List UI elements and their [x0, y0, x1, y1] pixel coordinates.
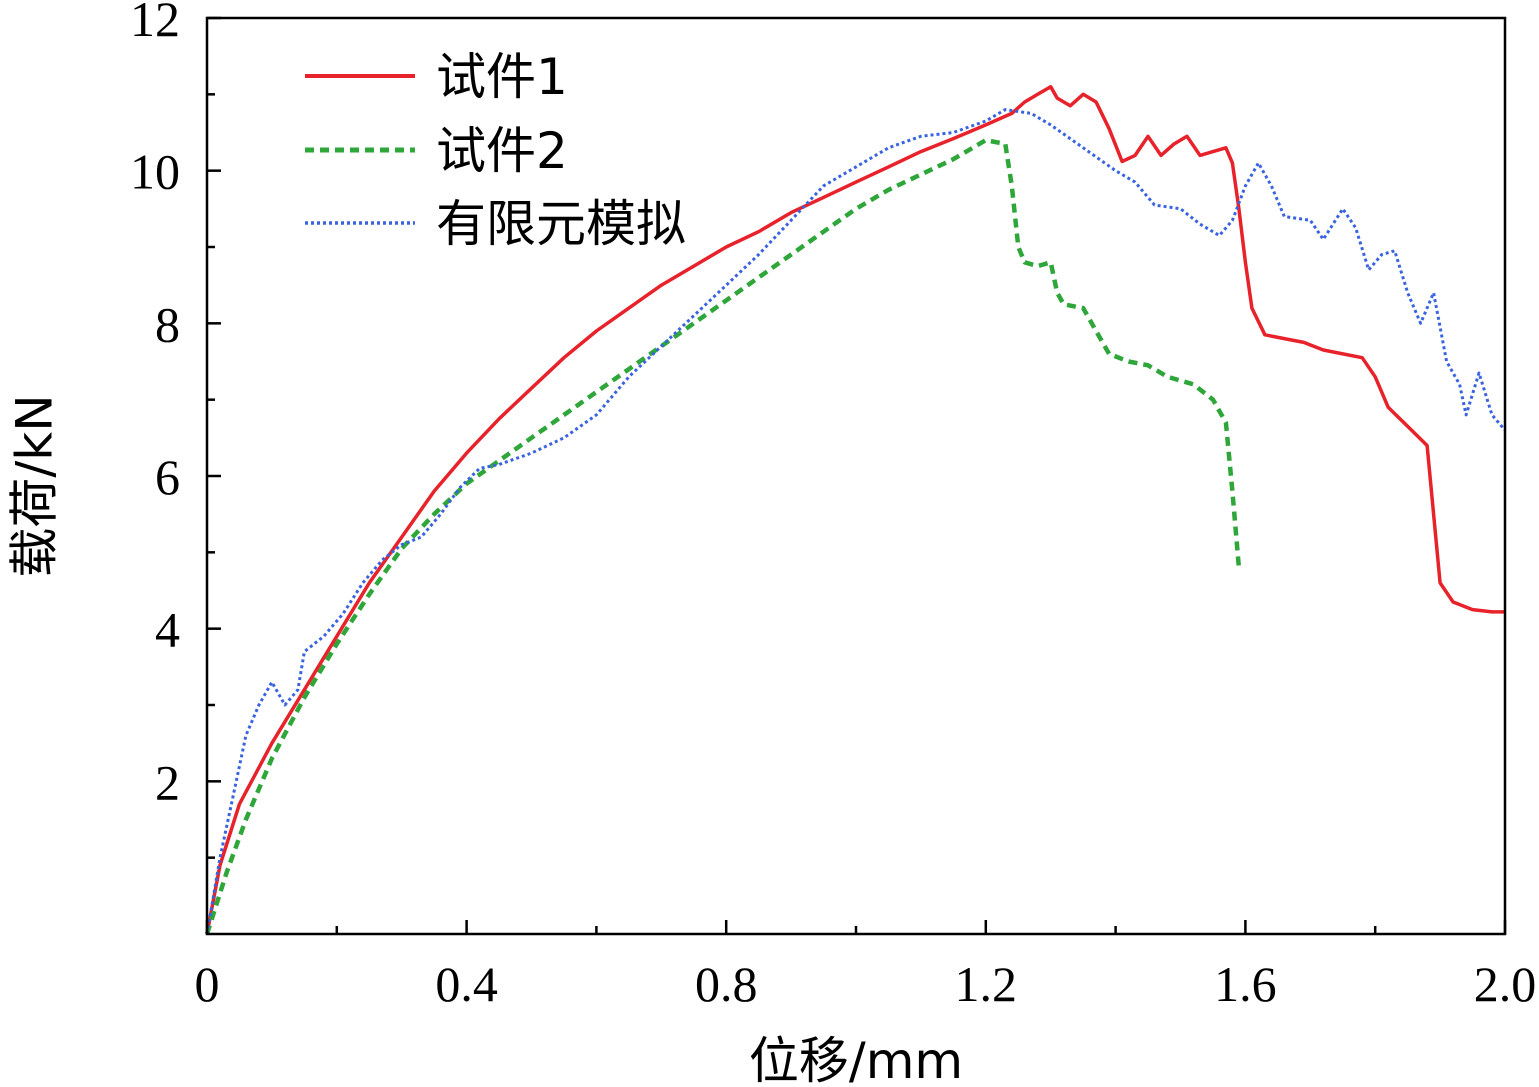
y-tick-label: 6: [155, 449, 180, 505]
y-axis-title: 载荷/kN: [6, 394, 64, 577]
y-tick-label: 2: [155, 754, 180, 810]
y-tick-label: 12: [130, 0, 180, 47]
legend-label-2: 试件2: [436, 122, 568, 180]
minor-ticks: [207, 93, 1377, 934]
y-tick-label: 10: [130, 144, 180, 200]
x-tick-label: 0: [195, 956, 220, 1012]
axis-ticks: 0 0.4 0.8 1.2 1.6 2.0 2 4 6 8 10 12: [130, 0, 1536, 1012]
y-tick-label: 4: [155, 602, 180, 658]
series-line-3: [205, 108, 1507, 935]
x-axis-title: 位移/mm: [749, 1032, 963, 1087]
x-tick-label: 1.6: [1214, 956, 1277, 1012]
y-tick-label: 8: [155, 296, 180, 352]
x-tick-label: 0.8: [695, 956, 758, 1012]
plot-frame: [205, 16, 1507, 936]
series-lines: [204, 84, 1507, 935]
x-tick-label: 0.4: [435, 956, 498, 1012]
legend: 试件1 试件2 有限元模拟: [305, 48, 686, 253]
x-tick-label: 1.2: [955, 956, 1018, 1012]
series-line-1: [205, 84, 1505, 935]
legend-label-1: 试件1: [436, 48, 568, 106]
x-tick-label: 2.0: [1474, 956, 1537, 1012]
legend-label-3: 有限元模拟: [436, 195, 686, 253]
series-line-2: [204, 137, 1242, 935]
